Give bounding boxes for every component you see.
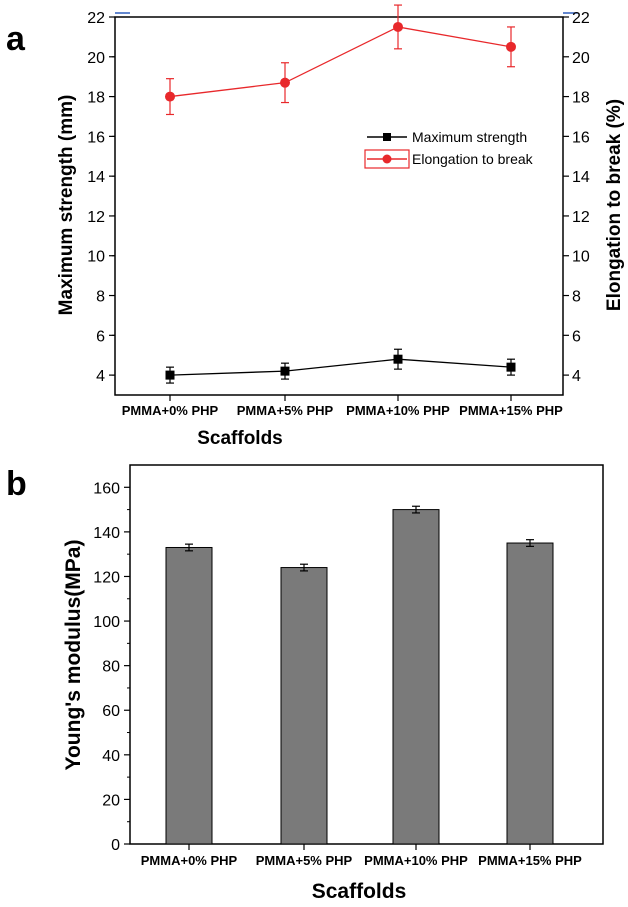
panel-b-label: b [6, 465, 27, 503]
y-tick-label-left-8: 8 [96, 289, 105, 306]
data-point-elongation-2 [393, 21, 403, 32]
y-tick-label-b-80: 80 [102, 659, 120, 676]
legend-label-max-strength: Maximum strength [412, 129, 527, 145]
y-tick-label-left-20: 20 [87, 50, 105, 67]
y-axis-label-b: Young's modulus(MPa) [62, 540, 85, 771]
x-tick-label-0: PMMA+0% PHP [122, 403, 219, 418]
legend: Maximum strength Elongation to break [364, 129, 534, 169]
x-tick-label-b-3: PMMA+15% PHP [478, 853, 582, 868]
y-tick-label-left-14: 14 [87, 169, 105, 186]
x-tick-label-b-0: PMMA+0% PHP [141, 853, 238, 868]
bar-3 [506, 542, 554, 845]
y-tick-label-left-4: 4 [96, 368, 105, 385]
x-tick-label-b-1: PMMA+5% PHP [256, 853, 353, 868]
y-tick-label-right-4: 4 [572, 368, 581, 385]
y-tick-label-left-10: 10 [87, 249, 105, 266]
y-tick-label-right-16: 16 [572, 129, 590, 146]
series-line-max-strength [169, 358, 512, 376]
y-axis-label-left: Maximum strength (mm) [56, 95, 77, 316]
data-point-max-strength-2 [393, 354, 403, 364]
bars-group [165, 505, 554, 845]
y-tick-label-b-100: 100 [93, 614, 120, 631]
bar-1 [280, 567, 328, 845]
y-axis-left-ticks: 4 6 8 10 12 14 16 18 20 22 [87, 10, 115, 385]
y-axis-right-ticks: 4 6 8 10 12 14 16 18 20 22 [563, 10, 590, 385]
data-point-max-strength-0 [165, 370, 175, 380]
data-point-elongation-3 [506, 41, 516, 52]
legend-marker-elongation [382, 154, 392, 164]
y-tick-label-right-14: 14 [572, 169, 590, 186]
y-tick-label-b-0: 0 [111, 837, 120, 854]
data-point-max-strength-3 [506, 362, 516, 372]
y-tick-label-right-12: 12 [572, 209, 590, 226]
x-tick-label-1: PMMA+5% PHP [237, 403, 334, 418]
bar-0 [165, 546, 213, 845]
y-tick-label-right-6: 6 [572, 328, 581, 345]
legend-marker-max-strength [383, 133, 391, 141]
data-point-elongation-1 [280, 77, 290, 88]
y-tick-label-right-20: 20 [572, 50, 590, 67]
legend-box-elongation [364, 149, 410, 169]
legend-label-elongation: Elongation to break [412, 151, 534, 167]
y-axis-label-right: Elongation to break (%) [604, 99, 625, 311]
x-axis-label: Scaffolds [197, 428, 283, 449]
y-tick-label-left-18: 18 [87, 90, 105, 107]
y-tick-label-right-10: 10 [572, 249, 590, 266]
y-tick-label-left-6: 6 [96, 328, 105, 345]
data-point-elongation-0 [165, 91, 175, 102]
x-tick-label-b-2: PMMA+10% PHP [364, 853, 468, 868]
data-point-max-strength-1 [280, 366, 290, 376]
y-tick-label-b-60: 60 [102, 703, 120, 720]
y-tick-label-right-22: 22 [572, 10, 590, 27]
x-tick-label-2: PMMA+10% PHP [346, 403, 450, 418]
panel-a: a 4 6 8 10 12 14 16 18 20 22 4 6 8 10 12 14 16 18 20 22 PM… [6, 4, 625, 449]
series-group-a [165, 4, 516, 384]
y-tick-label-b-20: 20 [102, 792, 120, 809]
y-tick-label-left-22: 22 [87, 10, 105, 27]
bar-2 [392, 509, 440, 845]
y-tick-label-b-140: 140 [93, 525, 120, 542]
y-tick-label-left-12: 12 [87, 209, 105, 226]
y-tick-label-b-160: 160 [93, 480, 120, 497]
y-tick-label-right-8: 8 [572, 289, 581, 306]
y-tick-label-b-40: 40 [102, 748, 120, 765]
x-axis-ticks-b: PMMA+0% PHP PMMA+5% PHP PMMA+10% PHP PMMA+1… [141, 844, 582, 868]
plot-b-frame [129, 464, 604, 845]
series-line-elongation [169, 26, 512, 98]
y-tick-label-left-16: 16 [87, 129, 105, 146]
plot-a-frame [114, 16, 564, 396]
y-tick-label-b-120: 120 [93, 569, 120, 586]
x-axis-ticks: PMMA+0% PHP PMMA+5% PHP PMMA+10% PHP PMMA+1… [122, 395, 563, 418]
panel-a-label: a [6, 20, 26, 58]
x-axis-label-b: Scaffolds [312, 880, 407, 903]
y-axis-ticks-b: 0 20 40 60 80 100 120 140 160 [93, 480, 130, 854]
x-tick-label-3: PMMA+15% PHP [459, 403, 563, 418]
y-tick-label-right-18: 18 [572, 90, 590, 107]
